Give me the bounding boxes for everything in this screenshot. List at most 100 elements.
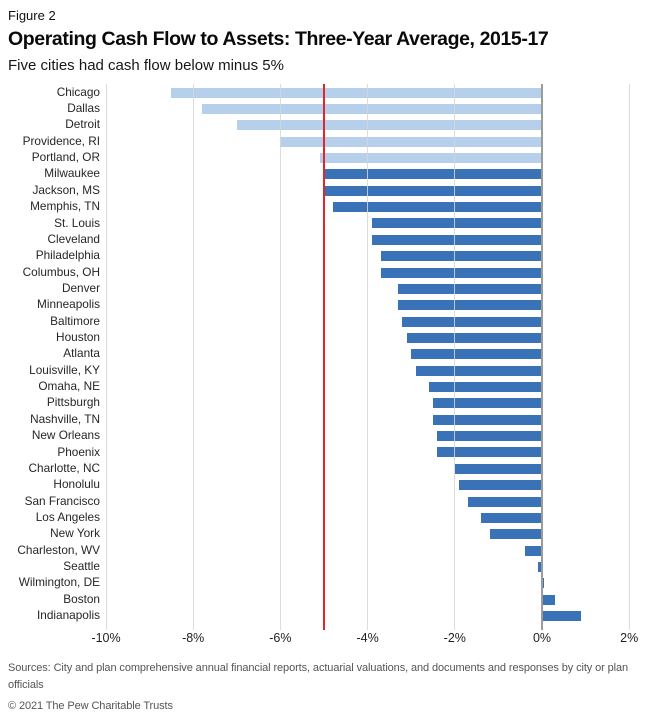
- bar: [542, 578, 545, 589]
- chart-row: St. Louis: [8, 215, 642, 231]
- copyright-note: © 2021 The Pew Charitable Trusts: [8, 700, 173, 713]
- bar: [542, 611, 582, 622]
- city-label: Jackson, MS: [32, 182, 100, 197]
- chart-row: Louisville, KY: [8, 362, 642, 378]
- bar: [332, 202, 542, 213]
- city-label: Louisville, KY: [29, 362, 100, 377]
- plot-cell: [106, 575, 629, 591]
- city-label: Dallas: [67, 101, 100, 116]
- bar: [537, 561, 542, 572]
- city-label: Baltimore: [50, 313, 100, 328]
- chart-row: Omaha, NE: [8, 379, 642, 395]
- city-label: Nashville, TN: [30, 411, 100, 426]
- chart-row: Nashville, TN: [8, 412, 642, 428]
- chart-row: Atlanta: [8, 346, 642, 362]
- plot-cell: [106, 542, 629, 558]
- chart-row: Seattle: [8, 559, 642, 575]
- city-label: Portland, OR: [31, 150, 100, 165]
- plot-cell: [106, 559, 629, 575]
- sources-note: Sources: City and plan comprehensive ann…: [8, 662, 629, 692]
- city-label: Phoenix: [57, 444, 100, 459]
- city-label: Wilmington, DE: [18, 575, 100, 590]
- plot-cell: [106, 444, 629, 460]
- plot-cell: [106, 346, 629, 362]
- plot-cell: [106, 313, 629, 329]
- x-tick-label: -8%: [182, 631, 205, 646]
- city-label: New York: [50, 526, 100, 541]
- bar: [428, 382, 542, 393]
- plot-cell: [106, 215, 629, 231]
- chart-row: Denver: [8, 281, 642, 297]
- bar: [415, 365, 542, 376]
- chart-row: Dallas: [8, 101, 642, 117]
- city-label: Denver: [61, 280, 100, 295]
- plot-cell: [106, 199, 629, 215]
- chart-row: Cleveland: [8, 232, 642, 248]
- city-label: Atlanta: [63, 346, 100, 361]
- chart-row: Baltimore: [8, 313, 642, 329]
- chart-row: Charlotte, NC: [8, 461, 642, 477]
- plot-cell: [106, 362, 629, 378]
- city-label: Detroit: [65, 117, 100, 132]
- city-label: Los Angeles: [35, 510, 100, 524]
- bar: [454, 463, 542, 474]
- city-label: Houston: [56, 330, 100, 345]
- plot-cell: [106, 379, 629, 395]
- plot-cell: [106, 183, 629, 199]
- chart-row: Pittsburgh: [8, 395, 642, 411]
- chart-title: Operating Cash Flow to Assets: Three-Yea…: [8, 28, 549, 50]
- bar: [371, 218, 542, 229]
- city-label: Minneapolis: [37, 297, 100, 312]
- plot-cell: [106, 248, 629, 264]
- chart-row: Chicago: [8, 84, 642, 100]
- x-tick-label: 2%: [620, 631, 639, 646]
- plot-cell: [106, 84, 629, 100]
- bar: [433, 414, 542, 425]
- city-label: Charlotte, NC: [28, 460, 100, 475]
- city-label: Indianapolis: [37, 608, 100, 623]
- plot-cell: [106, 428, 629, 444]
- city-label: Cleveland: [47, 231, 100, 246]
- bar: [437, 431, 542, 442]
- bar: [280, 136, 542, 147]
- plot-cell: [106, 297, 629, 313]
- chart-row: Boston: [8, 592, 642, 608]
- chart-row: San Francisco: [8, 493, 642, 509]
- chart-subtitle: Five cities had cash flow below minus 5%: [8, 57, 284, 75]
- x-tick-label: -4%: [356, 631, 379, 646]
- city-label: Charleston, WV: [17, 542, 100, 557]
- x-tick-label: 0%: [532, 631, 552, 646]
- bar: [489, 529, 542, 540]
- bar: [319, 152, 542, 163]
- bar: [542, 594, 556, 605]
- city-label: Memphis, TN: [30, 199, 100, 214]
- bar: [380, 251, 542, 262]
- chart-row: Indianapolis: [8, 608, 642, 624]
- city-label: San Francisco: [24, 493, 100, 508]
- city-label: Philadelphia: [35, 248, 100, 263]
- bar: [171, 87, 542, 98]
- bar: [433, 398, 542, 409]
- plot-cell: [106, 330, 629, 346]
- x-tick-label: -6%: [269, 631, 292, 646]
- plot-cell: [106, 493, 629, 509]
- chart-row: Minneapolis: [8, 297, 642, 313]
- x-tick-label: -10%: [91, 631, 121, 646]
- chart-row: Philadelphia: [8, 248, 642, 264]
- bar: [371, 234, 542, 245]
- chart-row: Los Angeles: [8, 510, 642, 526]
- chart-row: Providence, RI: [8, 133, 642, 149]
- chart-row: Portland, OR: [8, 150, 642, 166]
- city-label: Honolulu: [53, 477, 100, 492]
- bar: [324, 169, 542, 180]
- bar: [467, 496, 542, 507]
- plot-cell: [106, 117, 629, 133]
- bar: [398, 300, 542, 311]
- city-label: Chicago: [56, 84, 100, 99]
- plot-cell: [106, 592, 629, 608]
- plot-cell: [106, 608, 629, 624]
- plot-cell: [106, 232, 629, 248]
- plot-cell: [106, 281, 629, 297]
- x-tick-label: -2%: [443, 631, 466, 646]
- bar: [236, 120, 542, 131]
